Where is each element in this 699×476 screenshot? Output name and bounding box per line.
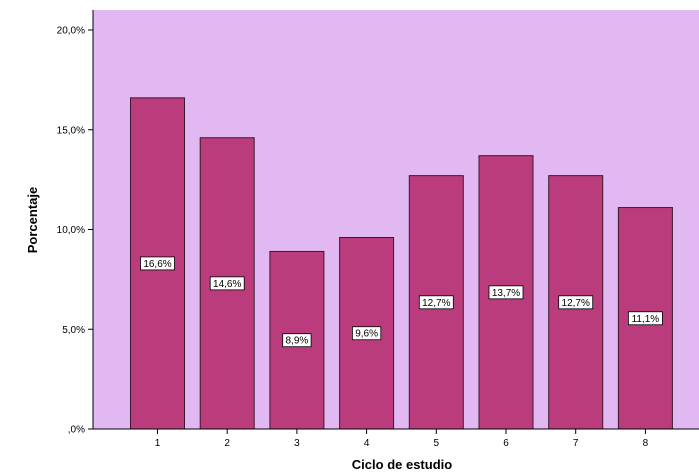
x-axis-title: Ciclo de estudio [352,457,452,472]
data-label-text: 12,7% [422,298,450,309]
data-label: 14,6% [209,276,245,291]
data-label-box [140,256,175,271]
x-tick-label: 2 [224,438,230,449]
data-label-box [418,295,454,310]
data-label: 12,7% [558,295,594,310]
x-tick-label: 7 [573,438,579,449]
x-tick-label: 6 [503,438,509,449]
data-label-box [282,333,312,348]
data-label-text: 16,6% [143,259,171,270]
x-tick-label: 5 [434,438,440,449]
y-tick-label: 15,0% [57,125,85,136]
y-axis-title: Porcentaje [25,187,40,253]
data-label: 16,6% [140,256,175,271]
data-label-text: 13,7% [492,288,520,299]
data-label-box [488,285,524,300]
x-axis: 1 2 3 4 5 6 7 8 [155,429,649,449]
x-tick-label: 4 [364,438,370,449]
x-tick-label: 3 [294,438,300,449]
data-label-box [209,276,245,291]
data-label: 8,9% [282,333,312,348]
y-tick-label: 20,0% [57,26,85,37]
data-label: 12,7% [418,295,454,310]
y-tick-label: 5,0% [62,325,85,336]
data-label-box [558,295,594,310]
data-label-box [628,311,663,326]
data-label-text: 12,7% [562,298,590,309]
x-tick-label: 8 [643,438,649,449]
x-tick-label: 1 [155,438,161,449]
y-tick-label: 10,0% [57,225,85,236]
y-tick-label: ,0% [68,425,85,436]
data-label-box [351,326,382,341]
data-labels: 16,6% 14,6% 8,9% 9,6% 12,7% 13,7% 12,7% 11,1% [140,256,663,348]
y-axis: ,0% 5,0% 10,0% 15,0% 20,0% [57,26,93,436]
data-label: 11,1% [628,311,663,326]
data-label: 13,7% [488,285,524,300]
data-label-text: 14,6% [213,279,241,290]
data-label-text: 11,1% [632,314,660,325]
data-label-text: 9,6% [355,329,378,340]
data-label: 9,6% [351,326,382,341]
data-label-text: 8,9% [286,336,309,347]
